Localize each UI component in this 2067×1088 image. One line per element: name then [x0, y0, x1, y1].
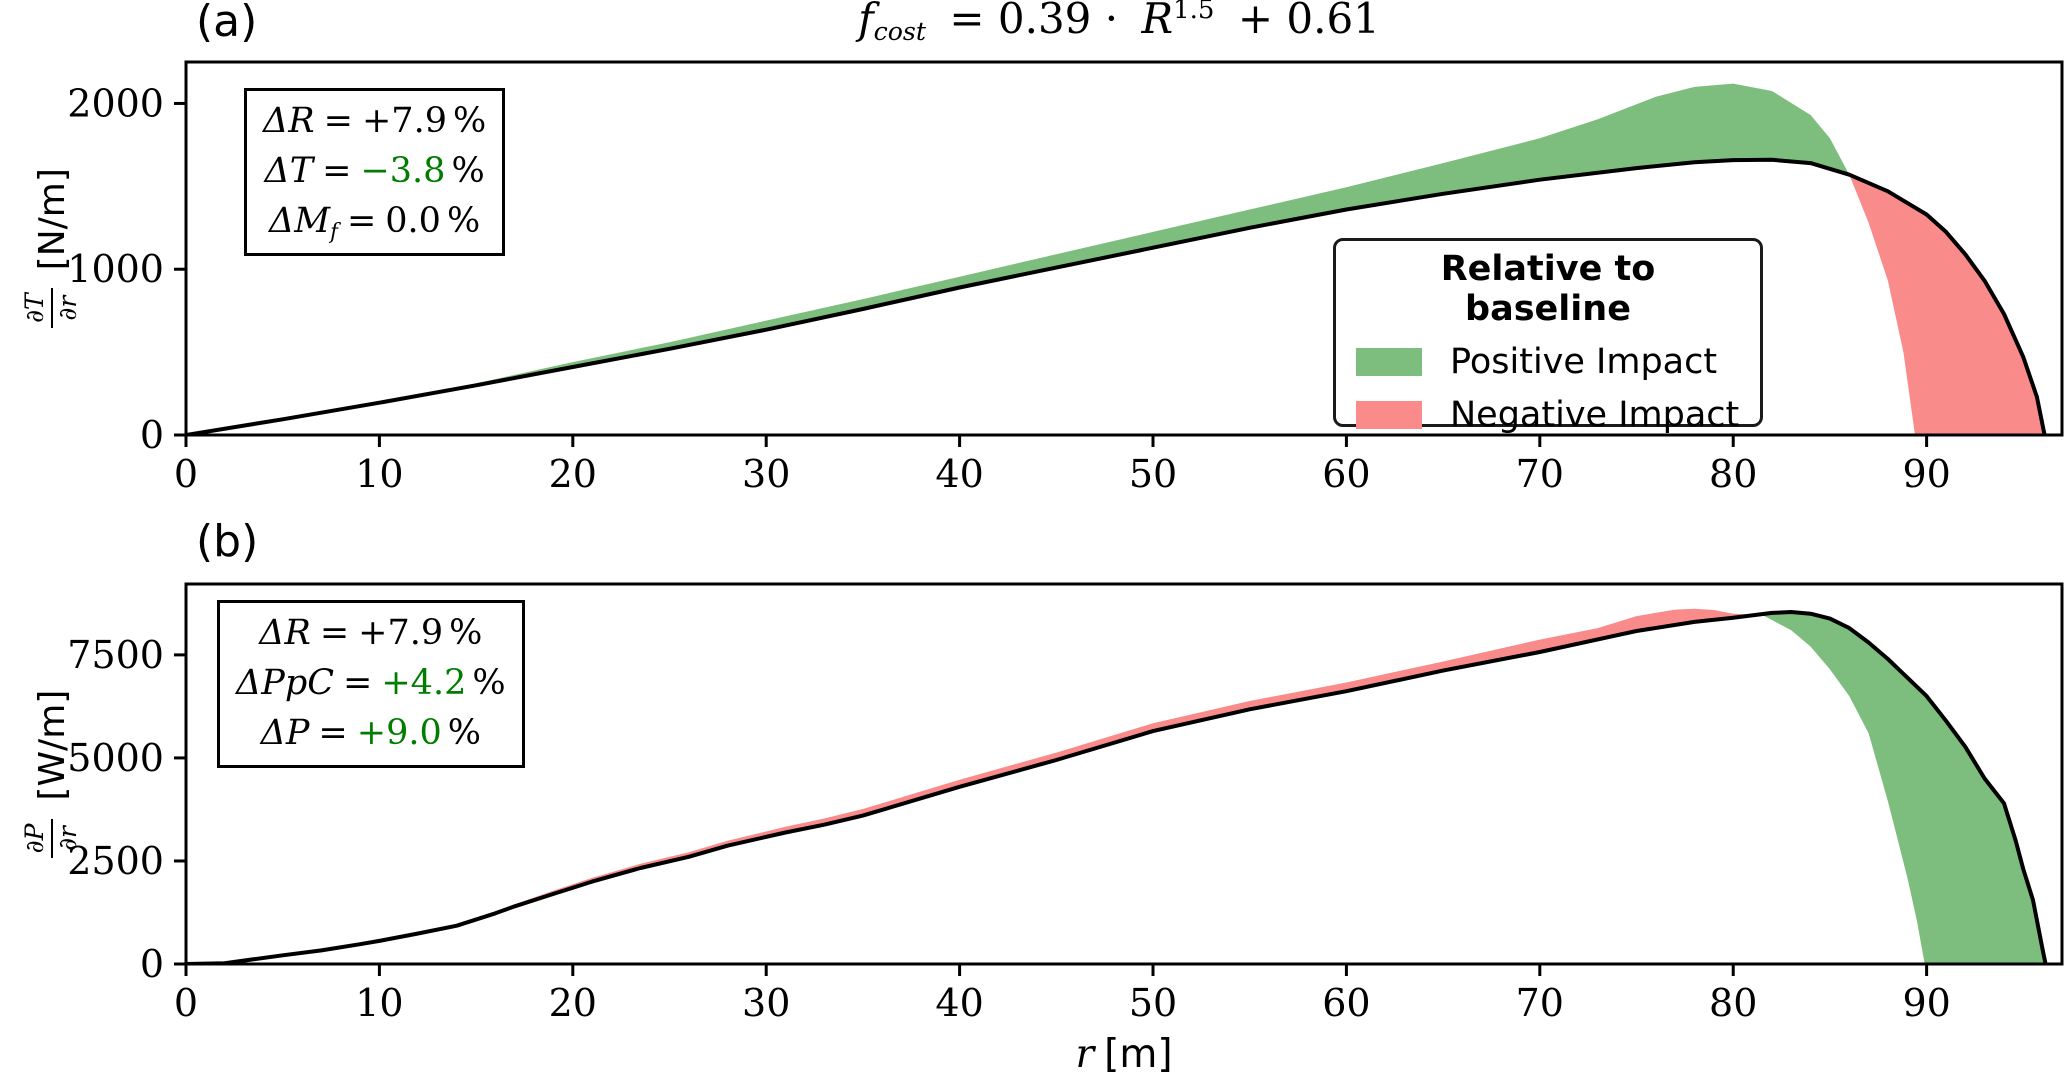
design-curve — [186, 610, 2048, 964]
annotation-line: ΔPpC = +4.2% — [236, 663, 506, 704]
positive-impact-swatch — [1356, 348, 1422, 376]
y-axis-label-a: ∂T ∂r [N/m] — [17, 38, 87, 458]
annotation-box-a: ΔR = +7.9% ΔT = −3.8% ΔMf = 0.0% — [244, 88, 506, 257]
axes-border — [184, 582, 2064, 966]
y-unit-b: [W/m] — [31, 689, 73, 801]
legend: Relative to baseline Positive Impact Neg… — [1333, 238, 1763, 435]
x-tick-label: 70 — [1516, 981, 1564, 1025]
x-axis-label: r [m] — [1075, 1032, 1173, 1077]
panel-(b)-plot — [186, 608, 2048, 964]
title-f: f — [858, 0, 874, 43]
x-tick-label: 50 — [1129, 452, 1177, 496]
x-tick-label: 50 — [1129, 981, 1177, 1025]
x-tick-label: 40 — [935, 452, 983, 496]
x-tick-label: 60 — [1322, 981, 1370, 1025]
x-tick-label: 0 — [174, 981, 198, 1025]
x-tick-label: 90 — [1902, 981, 1950, 1025]
axes-border — [184, 60, 2064, 437]
y-unit-a: [N/m] — [31, 168, 73, 271]
x-tick-label: 10 — [355, 452, 403, 496]
y-axis-label-b: ∂P ∂r [W/m] — [17, 564, 87, 984]
x-tick-label: 70 — [1516, 452, 1564, 496]
legend-item-negative: Negative Impact — [1356, 395, 1740, 435]
title-equation: = 0.39 · — [949, 0, 1119, 43]
figure-title: fcost = 0.39 · ~R1.5 + 0.61 — [186, 0, 2062, 46]
panel-a-tag: (a) — [196, 0, 258, 47]
annotation-box-b: ΔR = +7.9% ΔPpC = +4.2% ΔP = +9.0% — [217, 600, 525, 769]
x-tick-label: 80 — [1709, 452, 1757, 496]
y-tick-label: 2000 — [67, 81, 164, 125]
x-tick-label: 30 — [742, 452, 790, 496]
negative-impact-fill — [495, 608, 1758, 914]
x-tick-label: 60 — [1322, 452, 1370, 496]
x-tick-label: 20 — [549, 452, 597, 496]
annotation-line: ΔT = −3.8% — [264, 151, 485, 192]
legend-title: Relative to baseline — [1440, 249, 1656, 329]
x-tick-label: 80 — [1709, 981, 1757, 1025]
positive-impact-fill — [282, 83, 1850, 420]
legend-item-positive: Positive Impact — [1356, 342, 1740, 382]
x-tick-label: 30 — [742, 981, 790, 1025]
title-exponent: 1.5 — [1173, 0, 1215, 25]
negative-impact-swatch — [1356, 401, 1422, 429]
positive-impact-fill — [1757, 612, 2046, 964]
title-f-subscript: cost — [873, 17, 926, 47]
y-tick-label: 5000 — [67, 736, 164, 780]
x-tick-label: 40 — [935, 981, 983, 1025]
x-tick-label: 90 — [1902, 452, 1950, 496]
dP-dr-fraction: ∂P ∂r — [20, 818, 83, 859]
title-r-tilde: ~R1.5 — [1141, 0, 1214, 43]
annotation-line: ΔR = +7.9% — [263, 101, 487, 141]
dT-dr-fraction: ∂T ∂r — [20, 288, 83, 328]
design-curve — [186, 157, 2047, 435]
annotation-line: ΔP = +9.0% — [260, 713, 482, 754]
annotation-line: ΔMf = 0.0% — [269, 201, 481, 244]
x-tick-label: 20 — [549, 981, 597, 1025]
panel-(a)-plot — [186, 83, 2047, 435]
negative-impact-fill — [1849, 174, 2045, 435]
x-tick-label: 10 — [355, 981, 403, 1025]
panel-b-tag: (b) — [196, 516, 259, 567]
y-tick-label: 0 — [140, 942, 164, 986]
y-tick-label: 0 — [140, 413, 164, 457]
y-tick-label: 7500 — [67, 633, 164, 677]
y-tick-label: 2500 — [67, 839, 164, 883]
y-tick-label: 1000 — [67, 247, 164, 291]
title-tail: + 0.61 — [1237, 0, 1380, 43]
x-tick-label: 0 — [174, 452, 198, 496]
annotation-line: ΔR = +7.9% — [259, 613, 483, 653]
